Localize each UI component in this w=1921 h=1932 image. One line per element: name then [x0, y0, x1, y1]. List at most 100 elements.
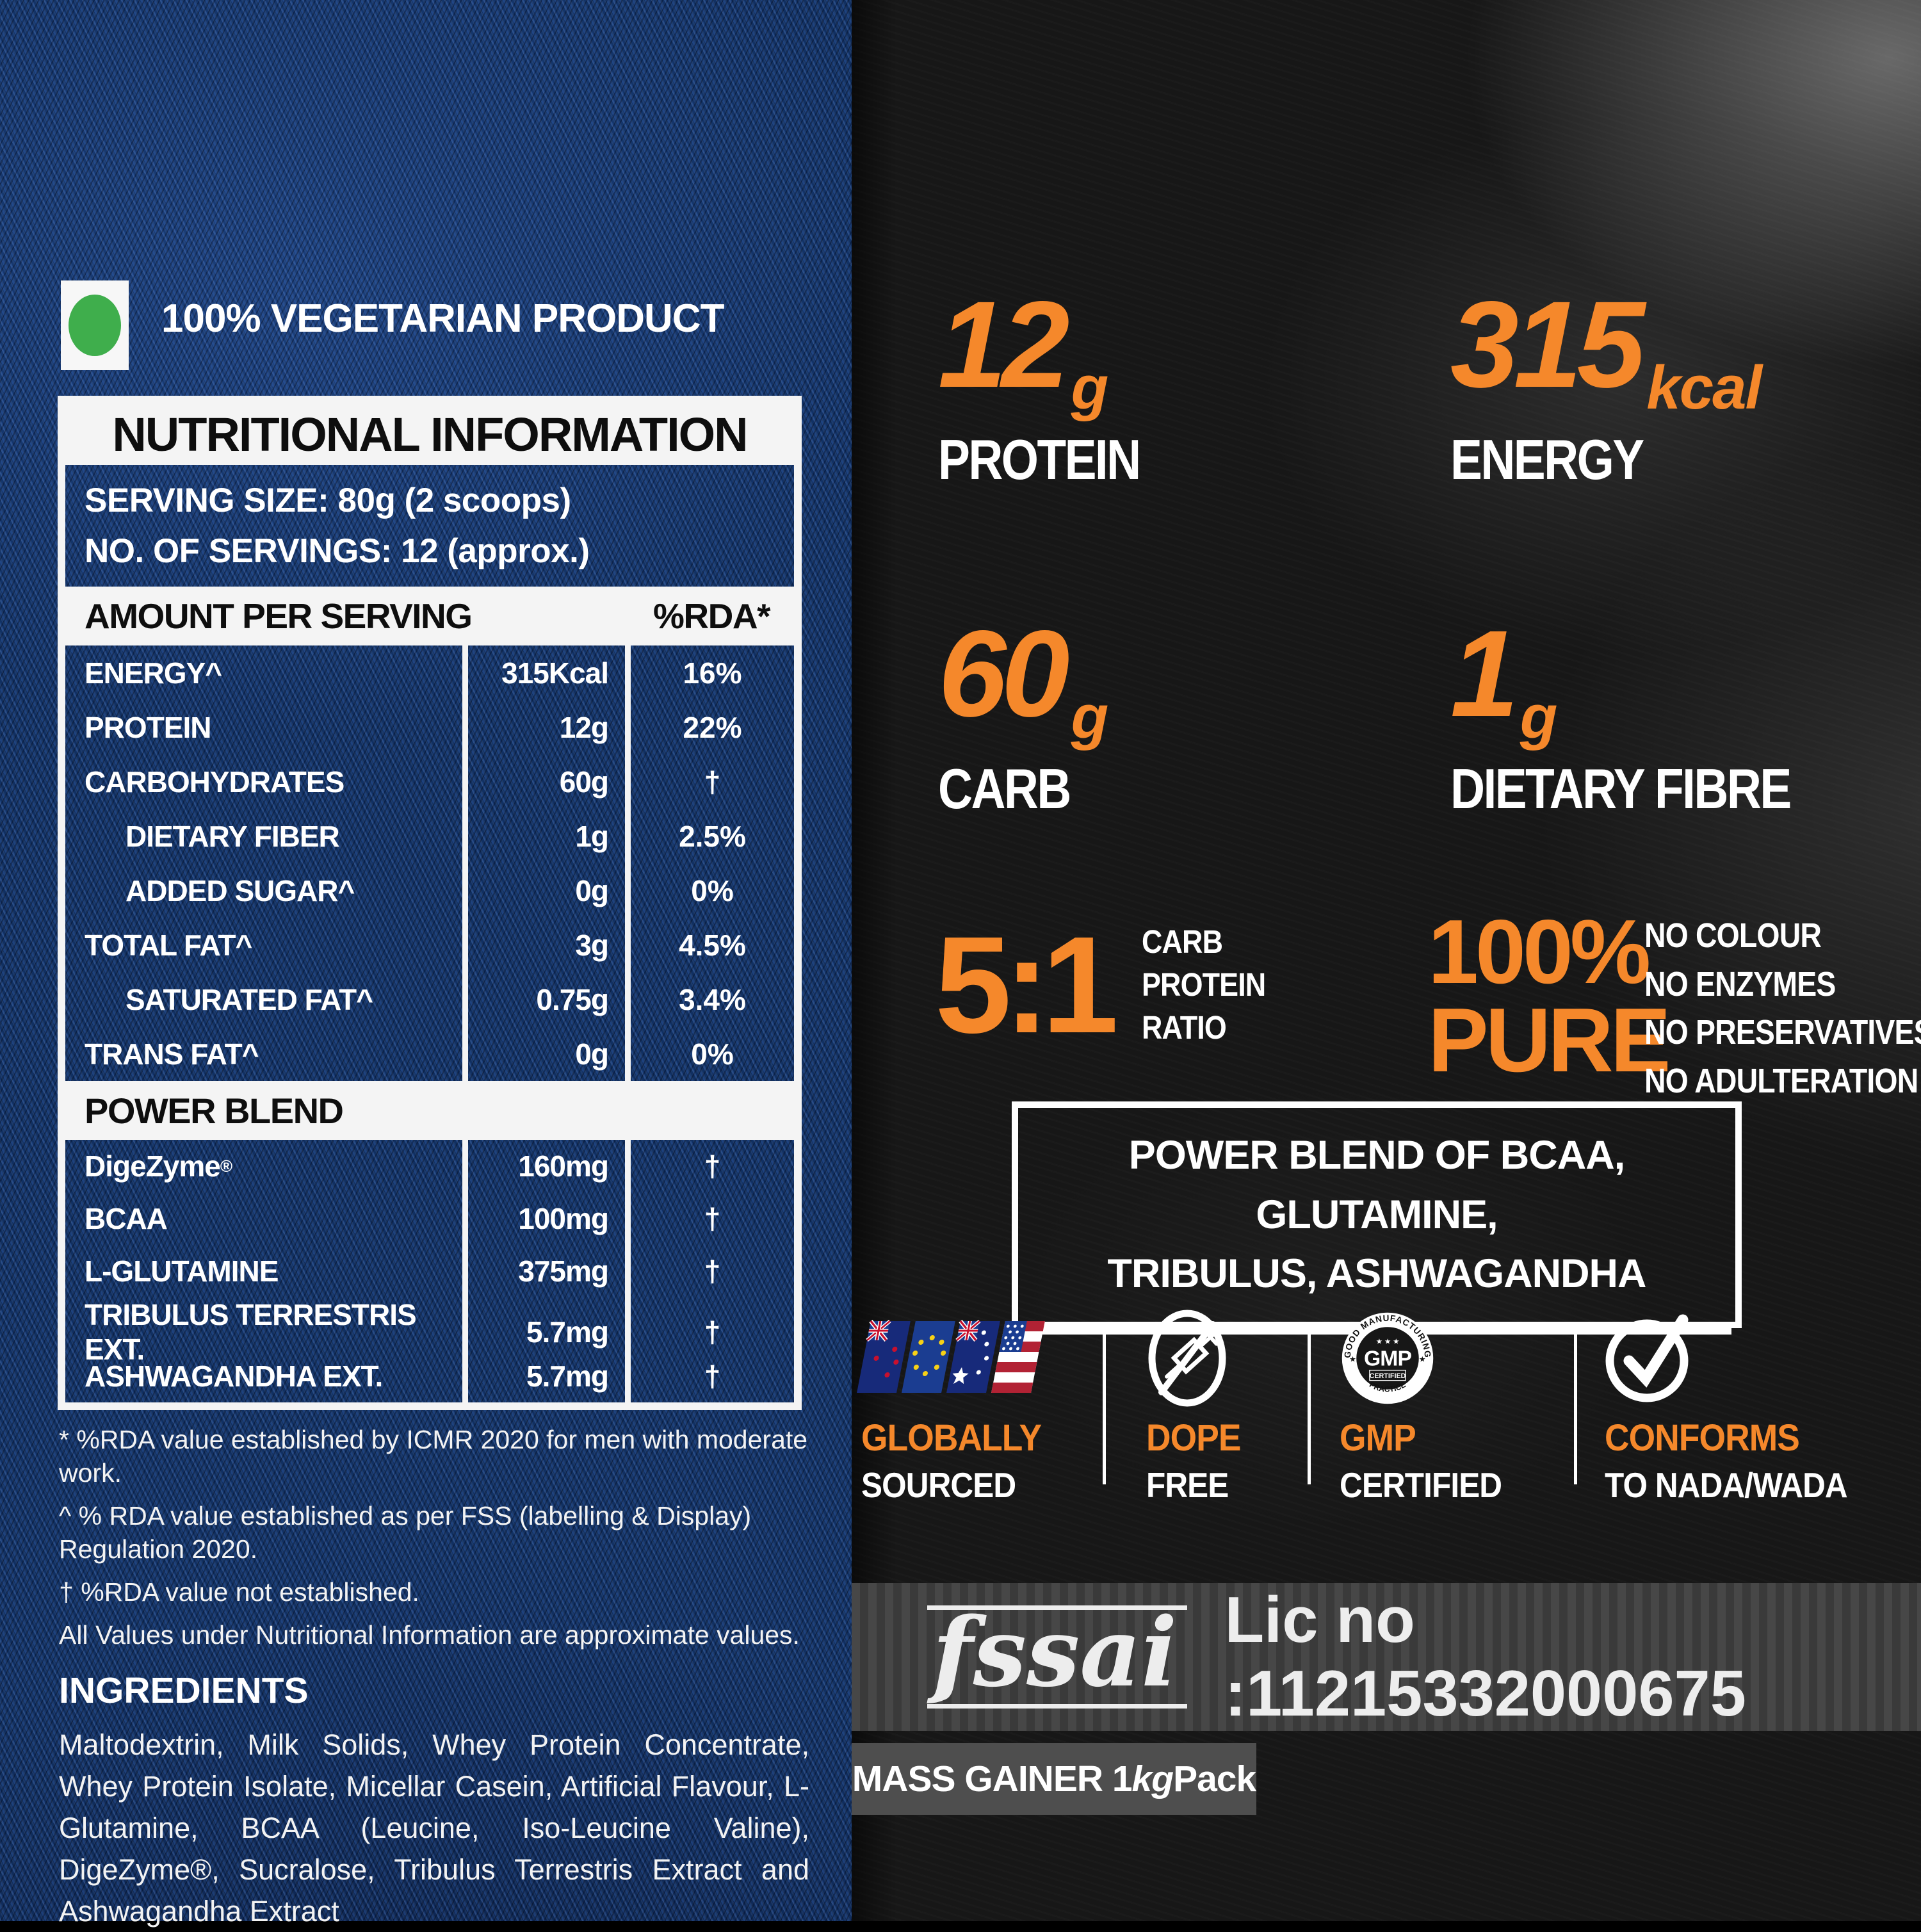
amount-header-bar: AMOUNT PER SERVING %RDA*: [65, 587, 794, 645]
nutrient-value: 0g: [462, 1027, 625, 1081]
table-row: PROTEIN 12g 22%: [65, 700, 794, 754]
nutrient-label: SATURATED FAT^: [126, 982, 373, 1016]
ingredients-text: Maltodextrin, Milk Solids, Whey Protein …: [59, 1728, 809, 1928]
kg-unit: kg: [1131, 1758, 1174, 1799]
badge-title: DOPE: [1146, 1417, 1241, 1459]
license-number: Lic no :11215332000675: [1224, 1584, 1746, 1730]
gmp-seal-certified: CERTIFIED: [1370, 1372, 1406, 1380]
stat-protein: 12 g PROTEIN: [938, 275, 1175, 492]
stat-energy: 315 kcal ENERGY: [1450, 283, 1762, 492]
power-blend-callout: POWER BLEND OF BCAA, GLUTAMINE, TRIBULUS…: [1012, 1101, 1742, 1328]
nutrient-label: PROTEIN: [85, 710, 211, 744]
badge-subtitle: TO NADA/WADA: [1605, 1465, 1848, 1505]
blend-value: 100mg: [462, 1192, 625, 1245]
gmp-seal-icon: GOOD MANUFACTURING PRACTICE ★ ★ ★ ★ ★ GM…: [1340, 1312, 1520, 1404]
claim-item: NO ADULTERATION: [1644, 1061, 1918, 1100]
table-row: DIETARY FIBER 1g 2.5%: [65, 809, 794, 863]
table-row: TRIBULUS TERRESTRIS EXT. 5.7mg †: [65, 1297, 794, 1367]
blend-label: ASHWAGANDHA EXT.: [85, 1360, 383, 1393]
nutrient-value: 1g: [462, 809, 625, 863]
table-row: TOTAL FAT^ 3g 4.5%: [65, 918, 794, 972]
claim-item: NO COLOUR: [1644, 916, 1822, 955]
certification-badges-row: GLOBALLY SOURCED DOPE FREE: [852, 1310, 1921, 1505]
table-row: TRANS FAT^ 0g 0%: [65, 1027, 794, 1081]
footnote: ^ % RDA value established as per FSS (la…: [59, 1501, 752, 1564]
blend-value: 375mg: [462, 1245, 625, 1297]
nutrient-rda: 0%: [625, 863, 794, 918]
badge-subtitle: FREE: [1146, 1465, 1229, 1505]
nutrient-rda: 3.4%: [625, 972, 794, 1027]
nutrient-rda: 16%: [625, 645, 794, 700]
badge-gmp-certified: GOOD MANUFACTURING PRACTICE ★ ★ ★ ★ ★ GM…: [1340, 1312, 1520, 1506]
serving-size: SERVING SIZE: 80g (2 scoops): [85, 482, 571, 520]
stat-label: PROTEIN: [938, 427, 1141, 491]
badge-dope-free: DOPE FREE: [1146, 1310, 1249, 1506]
green-dot-icon: [69, 295, 121, 356]
stat-value: 12 g: [938, 275, 1108, 422]
svg-text:★: ★: [1419, 1355, 1426, 1364]
stat-unit: g: [1071, 353, 1109, 422]
nutrient-rda: 2.5%: [625, 809, 794, 863]
divider: [1574, 1332, 1577, 1484]
blend-label: TRIBULUS TERRESTRIS EXT.: [85, 1298, 417, 1366]
badge-globally-sourced: GLOBALLY SOURCED: [857, 1313, 1057, 1506]
stat-unit: g: [1071, 683, 1109, 751]
svg-text:PRACTICE: PRACTICE: [1368, 1380, 1407, 1393]
fssai-license-bar: fssai Lic no :11215332000675: [852, 1583, 1921, 1731]
fssai-logo: fssai: [927, 1605, 1188, 1709]
ingredients-title: INGREDIENTS: [59, 1670, 309, 1712]
stat-label: DIETARY FIBRE: [1450, 756, 1792, 820]
nutrient-label: ENERGY^: [85, 656, 222, 690]
table-row: CARBOHYDRATES 60g †: [65, 754, 794, 809]
nutrient-value: 12g: [462, 700, 625, 754]
badge-conforms-nada-wada: CONFORMS TO NADA/WADA: [1605, 1313, 1874, 1506]
nutrient-label: TOTAL FAT^: [85, 928, 252, 962]
nutrient-rda: 22%: [625, 700, 794, 754]
blend-rda: †: [625, 1140, 794, 1192]
blend-value: 160mg: [462, 1140, 625, 1192]
vegetarian-mark-icon: [61, 280, 129, 370]
stat-label: CARB: [938, 756, 1071, 820]
badge-title: CONFORMS: [1605, 1417, 1800, 1459]
nutrient-rda: †: [625, 754, 794, 809]
nutrient-label: TRANS FAT^: [85, 1037, 259, 1071]
gmp-seal-stars: ★ ★ ★: [1376, 1338, 1400, 1346]
purity-claims: NO COLOUR NO ENZYMES NO PRESERVATIVES NO…: [1644, 912, 1921, 1105]
nutrient-label: CARBOHYDRATES: [85, 765, 344, 799]
table-row: BCAA 100mg †: [65, 1192, 794, 1245]
nutrient-rda: 4.5%: [625, 918, 794, 972]
table-row: DigeZyme ® 160mg †: [65, 1140, 794, 1192]
blend-rda: †: [625, 1297, 794, 1367]
flags-icon: [857, 1313, 1057, 1404]
vegetarian-product-label: 100% VEGETARIAN PRODUCT: [161, 296, 724, 341]
nutrient-rda: 0%: [625, 1027, 794, 1081]
table-row: L-GLUTAMINE 375mg †: [65, 1245, 794, 1297]
servings-count: NO. OF SERVINGS: 12 (approx.): [85, 532, 590, 570]
badge-subtitle: CERTIFIED: [1340, 1465, 1502, 1505]
gmp-seal-center: GMP: [1364, 1346, 1411, 1370]
table-row: SATURATED FAT^ 0.75g 3.4%: [65, 972, 794, 1027]
amount-per-serving-header: AMOUNT PER SERVING: [85, 596, 473, 636]
dope-free-icon: [1146, 1310, 1249, 1407]
blend-value: 5.7mg: [462, 1350, 625, 1402]
blend-value: 5.7mg: [462, 1297, 625, 1367]
footnotes-and-ingredients: * %RDA value established by ICMR 2020 fo…: [59, 1423, 809, 1932]
rda-header: %RDA*: [653, 596, 770, 636]
blend-rda: †: [625, 1350, 794, 1402]
nutrient-value: 0.75g: [462, 972, 625, 1027]
table-row: ASHWAGANDHA EXT. 5.7mg †: [65, 1350, 794, 1402]
blend-rda: †: [625, 1192, 794, 1245]
footnote: † %RDA value not established.: [59, 1577, 419, 1607]
badge-title: GMP: [1340, 1417, 1416, 1459]
blend-label: DigeZyme ®: [85, 1149, 232, 1183]
nutrition-label-panel: 100% VEGETARIAN PRODUCT NUTRITIONAL INFO…: [0, 0, 852, 1928]
pure-headline: 100% PURE: [1428, 901, 1671, 1091]
stat-unit: kcal: [1646, 353, 1762, 422]
badge-title: GLOBALLY: [861, 1417, 1042, 1459]
nutrient-value: 60g: [462, 754, 625, 809]
carb-protein-ratio: 5:1 CARB PROTEIN RATIO: [935, 916, 1282, 1053]
stat-label: ENERGY: [1450, 427, 1644, 491]
nutrition-facts-box: NUTRITIONAL INFORMATION SERVING SIZE: 80…: [58, 396, 802, 1410]
